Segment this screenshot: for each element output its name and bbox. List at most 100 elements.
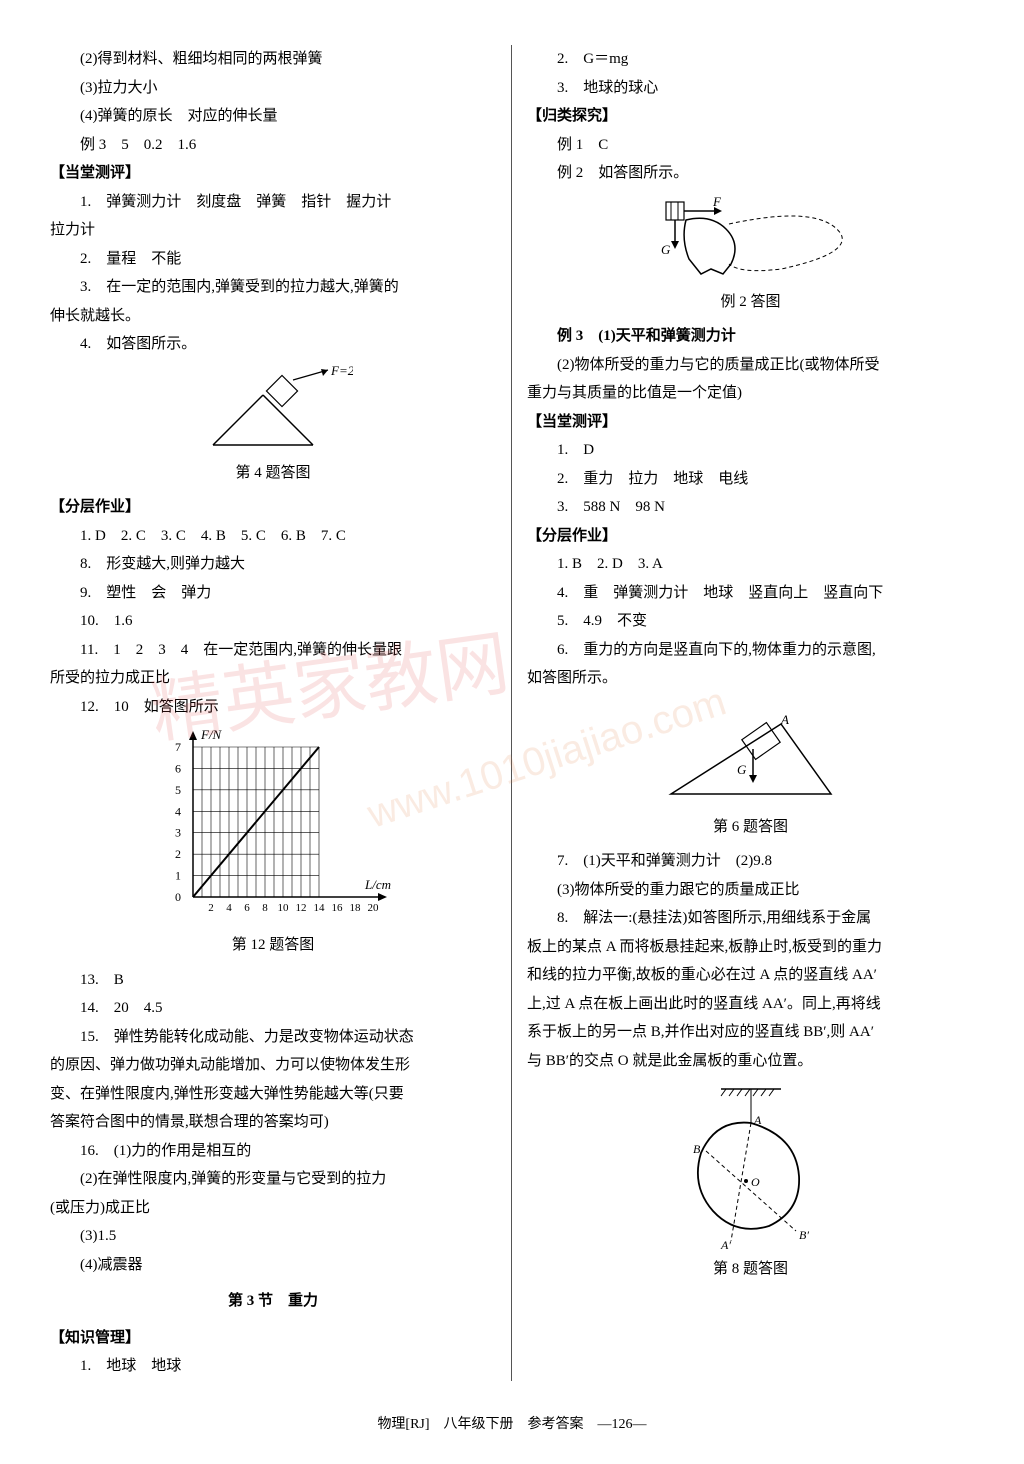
svg-text:6: 6 (175, 761, 181, 775)
text-line: 9. 塑性 会 弹力 (50, 579, 496, 608)
figure-q12-chart: 123456702468101214161820F/NL/cm 第 12 题答图 (50, 727, 496, 960)
heading-knowledge: 【知识管理】 (50, 1324, 496, 1353)
text-line: 1. D (527, 436, 974, 465)
text-line: 拉力计 (50, 216, 496, 245)
text-line: 上,过 A 点在板上画出此时的竖直线 AA′。同上,再将线 (527, 990, 974, 1019)
text-line: 16. (1)力的作用是相互的 (50, 1137, 496, 1166)
text-line: 变、在弹性限度内,弹性形变越大弹性势能越大等(只要 (50, 1080, 496, 1109)
figure-q6: A G 第 6 题答图 (527, 699, 974, 842)
text-line: 例 3 5 0.2 1.6 (50, 131, 496, 160)
svg-text:8: 8 (262, 902, 268, 914)
svg-text:F/N: F/N (200, 727, 223, 742)
text-line: 2. G＝mg (527, 45, 974, 74)
svg-text:L/cm: L/cm (364, 877, 391, 892)
text-line: 1. 地球 地球 (50, 1352, 496, 1381)
text-line: (2)得到材料、粗细均相同的两根弹簧 (50, 45, 496, 74)
section-title-gravity: 第 3 节 重力 (50, 1287, 496, 1316)
svg-text:3: 3 (175, 826, 181, 840)
text-line: 的原因、弹力做功弹丸动能增加、力可以使物体发生形 (50, 1051, 496, 1080)
svg-text:7: 7 (175, 740, 181, 754)
text-line: 板上的某点 A 而将板悬挂起来,板静止时,板受到的重力 (527, 933, 974, 962)
text-line: (2)物体所受的重力与它的质量成正比(或物体所受 (527, 351, 974, 380)
text-line: 如答图所示。 (527, 664, 974, 693)
text-line: 7. (1)天平和弹簧测力计 (2)9.8 (527, 847, 974, 876)
label-Aprime: A′ (720, 1238, 731, 1251)
diagram-ex2: G F (641, 194, 861, 284)
text-line: 11. 1 2 3 4 在一定范围内,弹簧的伸长量跟 (50, 636, 496, 665)
text-line: 5. 4.9 不变 (527, 607, 974, 636)
text-line: 答案符合图中的情景,联想合理的答案均可) (50, 1108, 496, 1137)
label-Bprime: B′ (799, 1228, 809, 1242)
svg-text:4: 4 (175, 804, 181, 818)
label-F: F (712, 194, 722, 209)
text-line: (4)减震器 (50, 1251, 496, 1280)
svg-text:6: 6 (244, 902, 250, 914)
label-O: O (751, 1175, 760, 1189)
text-line: 和线的拉力平衡,故板的重心必在过 A 点的竖直线 AA′ (527, 961, 974, 990)
text-line: 8. 形变越大,则弹力越大 (50, 550, 496, 579)
label-F: F=20 N (330, 365, 353, 378)
text-line: 4. 重 弹簧测力计 地球 竖直向上 竖直向下 (527, 579, 974, 608)
figure-q12-caption: 第 12 题答图 (50, 931, 496, 960)
text-line: 3. 地球的球心 (527, 74, 974, 103)
svg-text:16: 16 (332, 902, 344, 914)
text-line: 14. 20 4.5 (50, 994, 496, 1023)
text-line: (或压力)成正比 (50, 1194, 496, 1223)
figure-q4-caption: 第 4 题答图 (50, 459, 496, 488)
text-line: (3)拉力大小 (50, 74, 496, 103)
figure-q8: A B O A′ B′ 第 8 题答图 (527, 1081, 974, 1284)
figure-ex2: G F 例 2 答图 (527, 194, 974, 317)
text-line: 15. 弹性势能转化成动能、力是改变物体运动状态 (50, 1023, 496, 1052)
label-A: A (780, 712, 789, 727)
label-G: G (661, 242, 671, 257)
diagram-q4: F=20 N (193, 365, 353, 455)
text-line: 系于板上的另一点 B,并作出对应的竖直线 BB′,则 AA′ (527, 1018, 974, 1047)
text-line: 2. 重力 拉力 地球 电线 (527, 465, 974, 494)
label-G: G (737, 762, 747, 777)
text-line: 2. 量程 不能 (50, 245, 496, 274)
svg-text:2: 2 (208, 902, 214, 914)
figure-q4: F=20 N 第 4 题答图 (50, 365, 496, 488)
text-line: 例 3 (1)天平和弹簧测力计 (527, 322, 974, 351)
svg-text:4: 4 (226, 902, 232, 914)
svg-text:10: 10 (278, 902, 290, 914)
figure-ex2-caption: 例 2 答图 (527, 288, 974, 317)
svg-text:2: 2 (175, 847, 181, 861)
right-column: 2. G＝mg 3. 地球的球心 【归类探究】 例 1 C 例 2 如答图所示。… (512, 45, 989, 1381)
svg-text:1: 1 (175, 869, 181, 883)
text-line: 1. B 2. D 3. A (527, 550, 974, 579)
diagram-q6: A G (651, 699, 851, 809)
text-line: 所受的拉力成正比 (50, 664, 496, 693)
text-line: (3)物体所受的重力跟它的质量成正比 (527, 876, 974, 905)
text-line: 伸长就越长。 (50, 302, 496, 331)
text-line: 3. 在一定的范围内,弹簧受到的拉力越大,弹簧的 (50, 273, 496, 302)
text-line: 1. D 2. C 3. C 4. B 5. C 6. B 7. C (50, 522, 496, 551)
text-line: 4. 如答图所示。 (50, 330, 496, 359)
page-footer: 物理[RJ] 八年级下册 参考答案 —126— (0, 1412, 1024, 1439)
text-line: 10. 1.6 (50, 607, 496, 636)
text-line: (4)弹簧的原长 对应的伸长量 (50, 102, 496, 131)
text-line: (2)在弹性限度内,弹簧的形变量与它受到的拉力 (50, 1165, 496, 1194)
svg-text:5: 5 (175, 783, 181, 797)
label-A: A (753, 1113, 762, 1127)
diagram-q8: A B O A′ B′ (651, 1081, 851, 1251)
text-line: 1. 弹簧测力计 刻度盘 弹簧 指针 握力计 (50, 188, 496, 217)
text-line: (3)1.5 (50, 1222, 496, 1251)
svg-text:18: 18 (350, 902, 362, 914)
figure-q8-caption: 第 8 题答图 (527, 1255, 974, 1284)
left-column: (2)得到材料、粗细均相同的两根弹簧 (3)拉力大小 (4)弹簧的原长 对应的伸… (35, 45, 512, 1381)
svg-text:14: 14 (314, 902, 326, 914)
heading-explore: 【归类探究】 (527, 102, 974, 131)
svg-text:20: 20 (368, 902, 380, 914)
text-line: 例 1 C (527, 131, 974, 160)
svg-text:12: 12 (296, 902, 307, 914)
figure-q6-caption: 第 6 题答图 (527, 813, 974, 842)
text-line: 6. 重力的方向是竖直向下的,物体重力的示意图, (527, 636, 974, 665)
label-B: B (693, 1142, 701, 1156)
heading-classtest: 【当堂测评】 (50, 159, 496, 188)
heading-homework-r: 【分层作业】 (527, 522, 974, 551)
text-line: 13. B (50, 966, 496, 995)
heading-homework: 【分层作业】 (50, 493, 496, 522)
text-line: 例 2 如答图所示。 (527, 159, 974, 188)
text-line: 12. 10 如答图所示 (50, 693, 496, 722)
